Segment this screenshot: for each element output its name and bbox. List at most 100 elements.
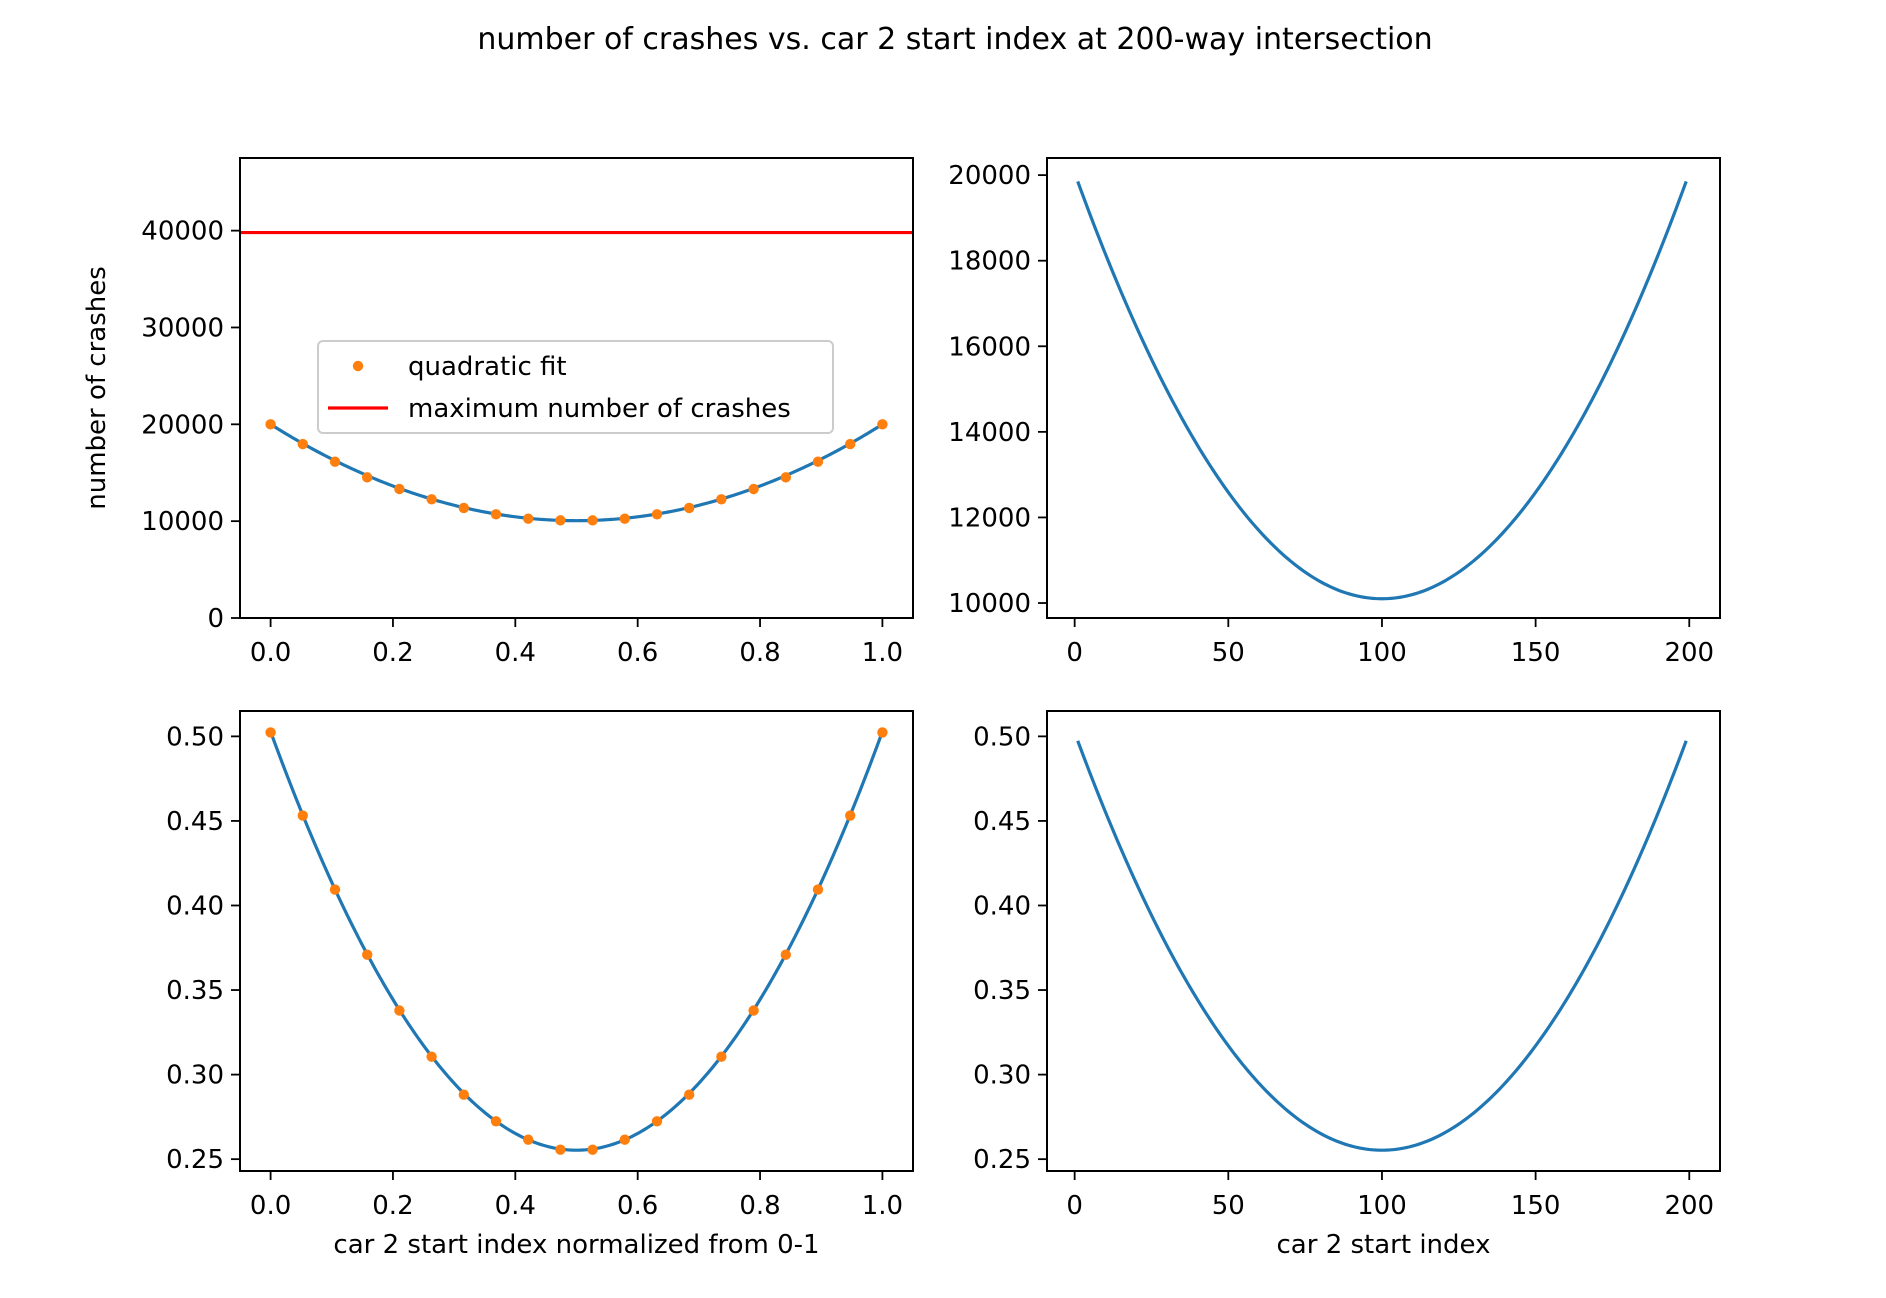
y-tick-label: 30000 — [141, 313, 224, 343]
series-line-curve — [269, 731, 884, 1152]
y-tick-label: 0.40 — [973, 891, 1031, 921]
data-point — [458, 1089, 470, 1100]
legend: quadratic fit maximum number of crashes — [317, 340, 834, 434]
x-tick-label: 1.0 — [862, 638, 903, 668]
x-tick-label: 0.2 — [372, 638, 413, 668]
data-point — [780, 949, 792, 960]
x-tick-label: 0.6 — [617, 1191, 658, 1221]
axes-frame — [1046, 710, 1721, 1172]
y-tick-label: 18000 — [948, 247, 1031, 277]
x-tick-label: 1.0 — [862, 1191, 903, 1221]
legend-label: maximum number of crashes — [408, 394, 791, 424]
data-point — [490, 509, 502, 520]
data-point — [812, 456, 824, 467]
axes-frame — [1046, 157, 1721, 619]
data-point — [587, 1144, 598, 1155]
y-tick-label: 10000 — [141, 507, 224, 537]
data-point — [297, 810, 308, 821]
subplot-top-right: 0 50 100 150 200 10000 12000 14000 16000 18000 200… — [948, 157, 1721, 668]
data-point — [426, 1051, 437, 1062]
y-tick-label: 12000 — [948, 503, 1031, 533]
data-point — [683, 1089, 695, 1100]
data-point — [845, 810, 856, 821]
data-point — [265, 727, 276, 738]
y-tick-label: 10000 — [948, 589, 1031, 619]
y-tick-label: 40000 — [141, 217, 224, 247]
data-point — [748, 1005, 759, 1016]
x-tick-label: 100 — [1357, 1191, 1407, 1221]
x-tick-label: 0.0 — [250, 638, 291, 668]
data-point — [523, 513, 534, 524]
x-axis-label: car 2 start index — [1277, 1230, 1491, 1260]
y-tick-label: 0.45 — [973, 807, 1031, 837]
data-point — [555, 515, 566, 526]
data-point — [651, 1116, 663, 1127]
data-point — [877, 419, 888, 430]
y-tick-label: 0 — [207, 604, 224, 634]
data-point — [716, 1051, 727, 1062]
y-tick-label: 0.35 — [166, 976, 224, 1006]
subplots: 0.0 0.2 0.4 0.6 0.8 1.0010000200003000040000n… — [82, 157, 1721, 1260]
y-tick-label: 16000 — [948, 332, 1031, 362]
y-tick-label: 0.30 — [973, 1061, 1031, 1091]
y-tick-label: 0.40 — [166, 891, 224, 921]
data-point — [523, 1134, 534, 1145]
data-point — [812, 884, 824, 895]
x-tick-label: 0 — [1066, 638, 1083, 668]
x-tick-label: 0 — [1066, 1191, 1083, 1221]
data-point — [394, 1005, 405, 1016]
data-point — [329, 884, 341, 895]
x-tick-label: 0.4 — [495, 638, 536, 668]
x-tick-label: 100 — [1357, 638, 1407, 668]
axes-frame — [239, 157, 914, 619]
y-tick-label: 0.45 — [166, 807, 224, 837]
data-point — [394, 483, 405, 495]
legend-box — [317, 340, 834, 434]
series-line-curve — [269, 422, 884, 523]
subplot-top-left: 0.0 0.2 0.4 0.6 0.8 1.0 0 10000 20000 30000 40000 n… — [82, 157, 914, 668]
data-point — [490, 1116, 502, 1127]
data-point — [780, 472, 792, 483]
data-point — [716, 494, 727, 505]
x-tick-label: 0.0 — [250, 1191, 291, 1221]
x-tick-label: 50 — [1212, 638, 1245, 668]
series-line-curve — [1076, 180, 1688, 601]
data-point — [683, 502, 695, 514]
data-point — [619, 513, 630, 524]
x-tick-label: 200 — [1664, 638, 1714, 668]
axes-frame — [239, 710, 914, 1172]
y-axis-label: number of crashes — [82, 266, 112, 510]
y-tick-label: 0.50 — [973, 722, 1031, 752]
data-point — [651, 509, 663, 520]
subplot-bottom-right: 0 50 100 150 200 0.25 0.30 0.35 0.40 0.45 0.50 car … — [973, 710, 1721, 1260]
y-tick-label: 20000 — [141, 410, 224, 440]
x-tick-label: 150 — [1511, 638, 1561, 668]
y-tick-label: 20000 — [948, 161, 1031, 191]
x-tick-label: 0.2 — [372, 1191, 413, 1221]
x-tick-label: 0.4 — [495, 1191, 536, 1221]
data-point — [748, 483, 759, 495]
y-tick-label: 0.50 — [166, 722, 224, 752]
series-line-curve — [1076, 740, 1688, 1152]
data-point — [361, 949, 373, 960]
x-tick-label: 200 — [1664, 1191, 1714, 1221]
y-tick-label: 0.35 — [973, 976, 1031, 1006]
x-axis-label: car 2 start index normalized from 0-1 — [333, 1230, 819, 1260]
y-tick-label: 0.25 — [973, 1145, 1031, 1175]
subplot-bottom-left: 0.0 0.2 0.4 0.6 0.8 1.0 0.25 0.30 0.35 0.40 0.45 0.… — [166, 710, 914, 1260]
y-tick-label: 0.25 — [166, 1145, 224, 1175]
x-tick-label: 0.8 — [739, 1191, 780, 1221]
data-point — [297, 438, 308, 450]
data-point — [587, 515, 598, 526]
y-tick-label: 14000 — [948, 418, 1031, 448]
figure-title: number of crashes vs. car 2 start index … — [477, 22, 1432, 57]
data-point — [619, 1134, 630, 1145]
legend-marker-points — [352, 360, 364, 372]
data-point — [361, 472, 373, 483]
x-tick-label: 0.8 — [739, 638, 780, 668]
y-tick-label: 0.30 — [166, 1061, 224, 1091]
data-point — [458, 502, 470, 514]
data-point — [555, 1144, 566, 1155]
